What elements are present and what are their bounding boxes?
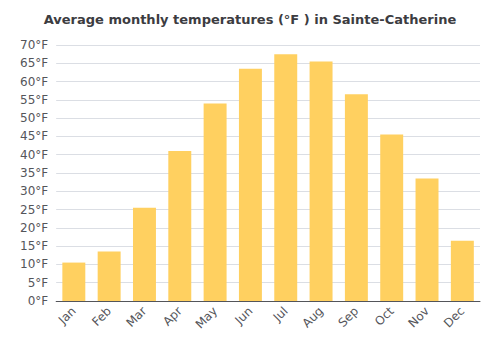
svg-text:45°F: 45°F [20,129,48,143]
svg-text:70°F: 70°F [20,38,48,52]
svg-text:Nov: Nov [406,304,432,330]
svg-text:20°F: 20°F [20,221,48,235]
svg-text:Apr: Apr [160,304,185,329]
svg-text:Aug: Aug [300,304,326,330]
svg-text:40°F: 40°F [20,148,48,162]
svg-text:5°F: 5°F [28,276,49,290]
svg-text:25°F: 25°F [20,203,48,217]
svg-text:15°F: 15°F [20,239,48,253]
svg-text:50°F: 50°F [20,111,48,125]
svg-text:Oct: Oct [372,304,397,329]
svg-text:60°F: 60°F [20,75,48,89]
svg-text:65°F: 65°F [20,56,48,70]
svg-text:Jul: Jul [270,304,291,325]
svg-text:Average monthly temperatures (: Average monthly temperatures (°F ) in Sa… [44,12,457,27]
svg-text:Sep: Sep [335,304,361,330]
svg-text:30°F: 30°F [20,184,48,198]
svg-text:55°F: 55°F [20,93,48,107]
svg-text:35°F: 35°F [20,166,48,180]
svg-text:Dec: Dec [441,304,467,330]
svg-text:10°F: 10°F [20,257,48,271]
svg-text:Mar: Mar [124,304,150,330]
svg-text:0°F: 0°F [28,294,49,308]
svg-text:Jun: Jun [232,304,256,328]
svg-text:Jan: Jan [55,304,79,328]
svg-text:May: May [193,304,220,331]
svg-text:Feb: Feb [89,304,114,329]
